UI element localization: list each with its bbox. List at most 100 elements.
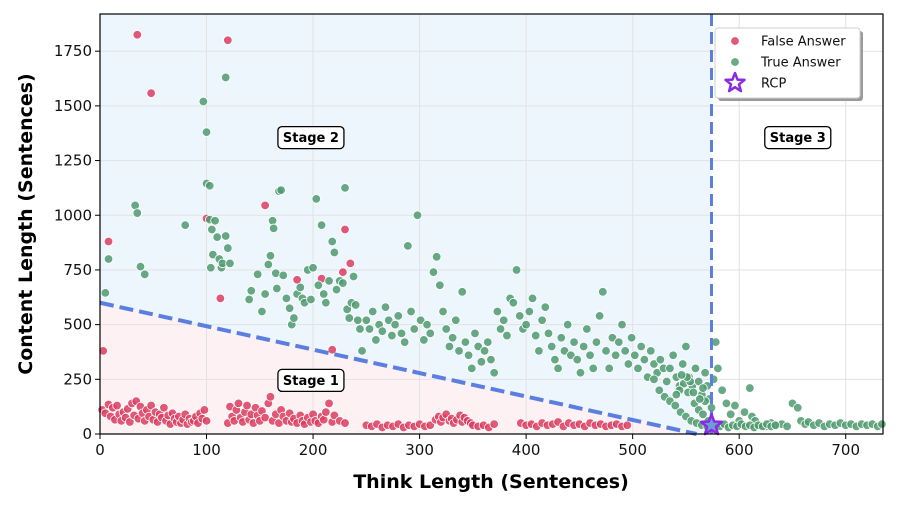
legend-box (714, 27, 861, 99)
stage-annotations: Stage 1 Stage 2 Stage 3 (277, 125, 832, 393)
data-point (486, 354, 496, 365)
data-points (97, 30, 887, 433)
data-point (340, 183, 350, 193)
data-point (348, 271, 359, 282)
data-point (877, 419, 887, 429)
data-point (403, 241, 413, 251)
data-point (140, 269, 150, 280)
data-point (537, 315, 547, 325)
data-point (353, 315, 363, 325)
data-point (357, 346, 367, 356)
data-point (316, 220, 327, 230)
data-point (306, 294, 316, 305)
data-point (670, 400, 680, 411)
y-tick-label: 500 (63, 316, 92, 334)
data-point (252, 269, 263, 280)
y-tick-label: 750 (63, 261, 92, 279)
legend-label: RCP (761, 77, 786, 92)
data-point (268, 223, 279, 234)
legend: False Answer True Answer RCP (714, 27, 863, 101)
data-point (324, 398, 334, 409)
stage-label: Stage 1 (277, 368, 345, 393)
x-tick-label: 600 (725, 441, 754, 459)
data-point (112, 400, 122, 411)
data-point (130, 200, 140, 211)
data-point (311, 194, 321, 204)
y-tick-label: 0 (82, 425, 92, 443)
y-tick-label: 250 (63, 370, 92, 388)
x-axis-title: Think Length (Sentences) (353, 471, 629, 493)
data-point (655, 354, 666, 365)
data-point (206, 263, 216, 273)
x-axis: 0 100 200 300 400 500 600 700 (95, 434, 860, 459)
legend-label: False Answer (761, 35, 846, 50)
data-point (531, 330, 541, 341)
data-point (260, 289, 270, 299)
rcp-marker (699, 413, 724, 436)
data-point (321, 407, 331, 417)
x-tick-label: 300 (405, 441, 434, 459)
data-point (444, 341, 455, 352)
data-point (278, 270, 288, 281)
y-tick-label: 1750 (54, 42, 92, 60)
data-point (460, 337, 471, 347)
data-point (242, 400, 252, 411)
data-point (419, 335, 429, 345)
data-point (340, 418, 350, 428)
data-point (210, 216, 220, 226)
data-point (470, 328, 480, 339)
data-point (135, 261, 146, 272)
data-point (463, 350, 474, 360)
data-point (646, 346, 656, 356)
data-point (344, 313, 354, 323)
data-point (390, 319, 400, 330)
y-tick-label: 1000 (54, 206, 92, 224)
data-point (623, 359, 634, 369)
data-point (396, 328, 407, 339)
data-point (159, 403, 169, 413)
data-point (313, 280, 324, 290)
data-point (257, 306, 267, 317)
data-point (739, 407, 750, 417)
data-point (415, 315, 426, 325)
legend-marker-icon (730, 57, 740, 67)
data-point (700, 368, 710, 378)
data-point (244, 294, 254, 305)
stage-label-box (277, 125, 345, 150)
data-point (713, 363, 723, 374)
data-point (265, 251, 276, 261)
data-point (212, 232, 222, 242)
data-point (319, 289, 329, 299)
data-point (361, 315, 372, 325)
data-point (665, 363, 675, 374)
data-point (524, 306, 535, 317)
data-point (319, 415, 329, 425)
data-point (324, 276, 334, 286)
data-point (98, 346, 108, 356)
x-tick-label: 500 (618, 441, 647, 459)
data-point (483, 337, 493, 347)
data-point (793, 403, 803, 413)
data-point (180, 220, 190, 230)
data-point (327, 345, 337, 355)
data-point (782, 421, 792, 432)
data-point (502, 330, 512, 341)
data-point (409, 324, 419, 334)
data-point (321, 298, 331, 308)
data-point (100, 288, 111, 298)
data-point (387, 330, 397, 341)
data-point (201, 127, 212, 137)
data-point (329, 247, 340, 258)
data-point (585, 350, 595, 360)
data-point (103, 236, 114, 247)
data-point (198, 96, 209, 107)
data-point (454, 346, 464, 356)
data-point (146, 400, 156, 411)
data-point (425, 328, 435, 339)
data-point (678, 359, 688, 369)
stage-label-box (277, 368, 345, 393)
data-point (364, 324, 375, 334)
data-point (562, 319, 573, 330)
data-point (604, 363, 614, 374)
data-point (559, 346, 570, 356)
